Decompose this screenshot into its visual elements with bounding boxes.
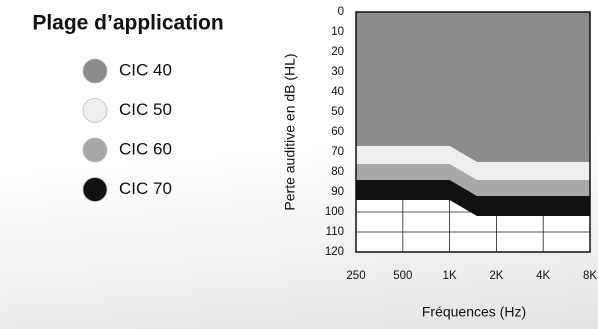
area [356, 180, 590, 216]
x-tick-label: 2K [489, 270, 503, 282]
legend-label: CIC 60 [119, 139, 172, 158]
x-tick-label: 8K [583, 270, 597, 282]
y-tick-label: 100 [325, 206, 344, 218]
y-tick-label: 80 [331, 166, 344, 178]
y-tick-label: 20 [331, 46, 344, 58]
y-tick-label: 40 [331, 86, 344, 98]
area [356, 12, 590, 162]
x-tick-label: 250 [346, 270, 365, 282]
y-tick-label: 90 [331, 186, 344, 198]
y-tick-label: 70 [331, 146, 344, 158]
y-tick-label: 120 [325, 246, 344, 258]
y-tick-label: 10 [331, 26, 344, 38]
x-axis-label: Fréquences (Hz) [422, 304, 526, 320]
legend-swatch [82, 58, 108, 84]
area [356, 146, 590, 180]
x-tick-label: 1K [443, 270, 457, 282]
x-tick-label: 500 [393, 270, 412, 282]
legend-label: CIC 50 [119, 100, 172, 119]
y-tick-label: 50 [331, 106, 344, 118]
y-tick-label: 110 [326, 226, 344, 238]
y-tick-label: 30 [331, 66, 344, 78]
plot-border [355, 11, 591, 253]
x-tick-label: 4K [536, 270, 550, 282]
y-axis-label: Perte auditive en dB (HL) [282, 53, 298, 210]
legend-swatch [82, 98, 108, 123]
area [356, 164, 590, 196]
y-tick-label: 0 [338, 6, 344, 18]
legend-label: CIC 40 [119, 60, 172, 79]
legend-swatch [82, 137, 108, 163]
legend-label: CIC 70 [119, 179, 172, 198]
legend-swatch [82, 177, 108, 202]
y-tick-label: 60 [331, 126, 344, 138]
legend-title: Plage d’application [32, 12, 223, 35]
